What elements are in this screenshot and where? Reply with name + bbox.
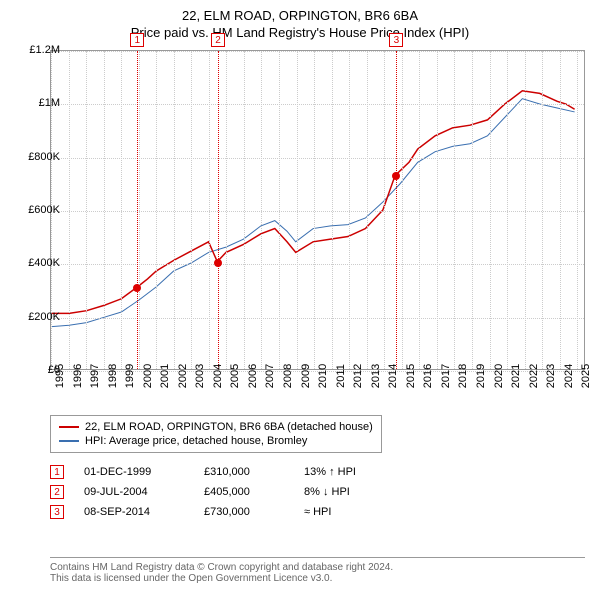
x-axis-label: 2001 xyxy=(159,364,171,388)
sales-table: 1 01-DEC-1999 £310,000 13% ↑ HPI 2 09-JU… xyxy=(50,462,384,522)
x-axis-label: 2004 xyxy=(212,364,224,388)
marker-line xyxy=(218,51,219,369)
legend: 22, ELM ROAD, ORPINGTON, BR6 6BA (detach… xyxy=(50,415,382,453)
marker-box: 2 xyxy=(211,33,225,47)
x-axis-label: 2011 xyxy=(335,364,347,388)
chart-plot-area: 123 xyxy=(50,50,585,370)
y-axis-label: £1M xyxy=(15,97,60,109)
x-axis-label: 2007 xyxy=(264,364,276,388)
marker-dot xyxy=(133,284,141,292)
footer-line-2: This data is licensed under the Open Gov… xyxy=(50,573,585,584)
legend-swatch xyxy=(59,426,79,428)
x-axis-label: 1999 xyxy=(124,364,136,388)
marker-line xyxy=(137,51,138,369)
sales-diff: ≈ HPI xyxy=(304,506,384,518)
legend-label: 22, ELM ROAD, ORPINGTON, BR6 6BA (detach… xyxy=(85,421,373,433)
sales-marker: 3 xyxy=(50,505,64,519)
legend-item: HPI: Average price, detached house, Brom… xyxy=(59,434,373,448)
legend-swatch xyxy=(59,440,79,442)
footer-line-1: Contains HM Land Registry data © Crown c… xyxy=(50,562,585,573)
sales-row: 3 08-SEP-2014 £730,000 ≈ HPI xyxy=(50,502,384,522)
x-axis-label: 1997 xyxy=(89,364,101,388)
x-axis-label: 2000 xyxy=(142,364,154,388)
x-axis-label: 2005 xyxy=(229,364,241,388)
x-axis-label: 2021 xyxy=(510,364,522,388)
x-axis-label: 2024 xyxy=(563,364,575,388)
x-axis-label: 2012 xyxy=(352,364,364,388)
sales-diff: 13% ↑ HPI xyxy=(304,466,384,478)
marker-line xyxy=(396,51,397,369)
footer: Contains HM Land Registry data © Crown c… xyxy=(50,557,585,584)
marker-box: 1 xyxy=(130,33,144,47)
legend-label: HPI: Average price, detached house, Brom… xyxy=(85,435,307,447)
x-axis-label: 2025 xyxy=(580,364,592,388)
chart-title: 22, ELM ROAD, ORPINGTON, BR6 6BA Price p… xyxy=(0,0,600,42)
sales-price: £310,000 xyxy=(204,466,284,478)
sales-row: 2 09-JUL-2004 £405,000 8% ↓ HPI xyxy=(50,482,384,502)
y-axis-label: £400K xyxy=(15,257,60,269)
x-axis-label: 2018 xyxy=(457,364,469,388)
x-axis-label: 2020 xyxy=(493,364,505,388)
title-line-1: 22, ELM ROAD, ORPINGTON, BR6 6BA xyxy=(0,8,600,25)
x-axis-label: 2017 xyxy=(440,364,452,388)
x-axis-label: 1996 xyxy=(72,364,84,388)
marker-box: 3 xyxy=(389,33,403,47)
sales-date: 08-SEP-2014 xyxy=(84,506,184,518)
sales-marker: 1 xyxy=(50,465,64,479)
legend-item: 22, ELM ROAD, ORPINGTON, BR6 6BA (detach… xyxy=(59,420,373,434)
x-axis-label: 2022 xyxy=(528,364,540,388)
x-axis-label: 1998 xyxy=(107,364,119,388)
x-axis-label: 2019 xyxy=(475,364,487,388)
x-axis-label: 2013 xyxy=(370,364,382,388)
title-line-2: Price paid vs. HM Land Registry's House … xyxy=(0,25,600,42)
marker-dot xyxy=(392,172,400,180)
sales-price: £730,000 xyxy=(204,506,284,518)
x-axis-label: 2014 xyxy=(387,364,399,388)
y-axis-label: £1.2M xyxy=(15,44,60,56)
x-axis-label: 2009 xyxy=(300,364,312,388)
sales-date: 09-JUL-2004 xyxy=(84,486,184,498)
y-axis-label: £600K xyxy=(15,204,60,216)
x-axis-label: 2008 xyxy=(282,364,294,388)
x-axis-label: 2016 xyxy=(422,364,434,388)
chart-container: 22, ELM ROAD, ORPINGTON, BR6 6BA Price p… xyxy=(0,0,600,590)
sales-marker: 2 xyxy=(50,485,64,499)
sales-diff: 8% ↓ HPI xyxy=(304,486,384,498)
sales-row: 1 01-DEC-1999 £310,000 13% ↑ HPI xyxy=(50,462,384,482)
x-axis-label: 2002 xyxy=(177,364,189,388)
sales-date: 01-DEC-1999 xyxy=(84,466,184,478)
marker-dot xyxy=(214,259,222,267)
chart-svg xyxy=(51,51,584,369)
y-axis-label: £800K xyxy=(15,151,60,163)
x-axis-label: 2003 xyxy=(194,364,206,388)
y-axis-label: £200K xyxy=(15,311,60,323)
x-axis-label: 2023 xyxy=(545,364,557,388)
x-axis-label: 1995 xyxy=(54,364,66,388)
x-axis-label: 2006 xyxy=(247,364,259,388)
sales-price: £405,000 xyxy=(204,486,284,498)
x-axis-label: 2015 xyxy=(405,364,417,388)
x-axis-label: 2010 xyxy=(317,364,329,388)
